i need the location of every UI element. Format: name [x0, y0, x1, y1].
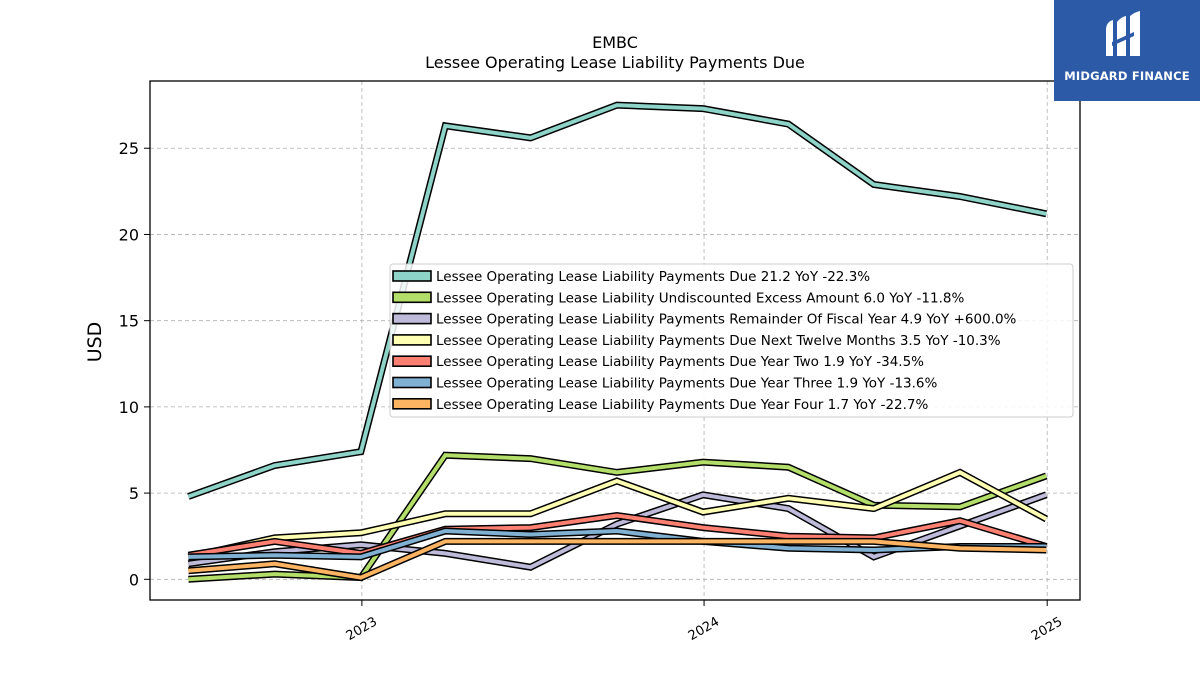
- chart-title: EMBC: [592, 33, 638, 52]
- legend-item: Lessee Operating Lease Liability Undisco…: [392, 290, 964, 306]
- legend-label: Lessee Operating Lease Liability Payment…: [436, 312, 1017, 328]
- y-axis-label: USD: [84, 322, 106, 363]
- legend-item: Lessee Operating Lease Liability Payment…: [392, 269, 870, 285]
- x-tick-label: 2025: [1029, 614, 1065, 644]
- series-line: [187, 511, 1048, 559]
- legend-item: Lessee Operating Lease Liability Payment…: [392, 312, 1017, 328]
- y-tick-label: 15: [119, 312, 139, 331]
- legend-label: Lessee Operating Lease Liability Payment…: [436, 354, 924, 370]
- x-tick-label: 2024: [686, 614, 722, 644]
- legend-swatch: [392, 397, 432, 410]
- series-stroke: [187, 103, 1047, 499]
- series-stroke: [188, 539, 1047, 580]
- legend-swatch: [392, 334, 432, 346]
- legend-item: Lessee Operating Lease Liability Payment…: [392, 333, 1001, 349]
- legend-label: Lessee Operating Lease Liability Payment…: [436, 269, 870, 285]
- legend-swatch: [392, 355, 432, 368]
- y-tick-label: 0: [129, 570, 139, 589]
- y-tick-label: 5: [129, 484, 139, 503]
- series-stroke: [187, 470, 1048, 559]
- series-stroke: [188, 528, 1047, 559]
- legend-swatch: [392, 312, 432, 325]
- y-tick-label: 25: [119, 139, 139, 158]
- x-tick-label: 2023: [344, 614, 380, 644]
- chart-subtitle: Lessee Operating Lease Liability Payment…: [425, 53, 805, 72]
- legend-item: Lessee Operating Lease Liability Payment…: [392, 354, 924, 370]
- legend-label: Lessee Operating Lease Liability Undisco…: [436, 290, 964, 306]
- brand-logo: MIDGARD FINANCE: [1054, 0, 1200, 101]
- legend-swatch: [392, 291, 432, 304]
- legend: Lessee Operating Lease Liability Payment…: [389, 263, 1074, 418]
- legend-label: Lessee Operating Lease Liability Payment…: [436, 333, 1001, 349]
- legend-swatch: [392, 376, 432, 389]
- brand-name: MIDGARD FINANCE: [1064, 69, 1190, 83]
- series-lines: [187, 101, 1048, 583]
- y-tick-label: 10: [119, 398, 139, 417]
- logo-mark-icon: [1106, 11, 1140, 56]
- legend-box: [389, 263, 1074, 418]
- legend-label: Lessee Operating Lease Liability Payment…: [436, 397, 929, 413]
- series-line: [187, 468, 1048, 561]
- y-tick-label: 20: [119, 225, 139, 244]
- legend-label: Lessee Operating Lease Liability Payment…: [436, 376, 938, 392]
- series-line: [188, 537, 1047, 582]
- series-line: [187, 101, 1047, 500]
- legend-item: Lessee Operating Lease Liability Payment…: [392, 397, 929, 413]
- series-line: [188, 527, 1047, 561]
- series-stroke: [188, 513, 1047, 558]
- legend-item: Lessee Operating Lease Liability Payment…: [392, 376, 938, 392]
- plot-frame: [149, 80, 1081, 601]
- legend-swatch: [392, 270, 432, 282]
